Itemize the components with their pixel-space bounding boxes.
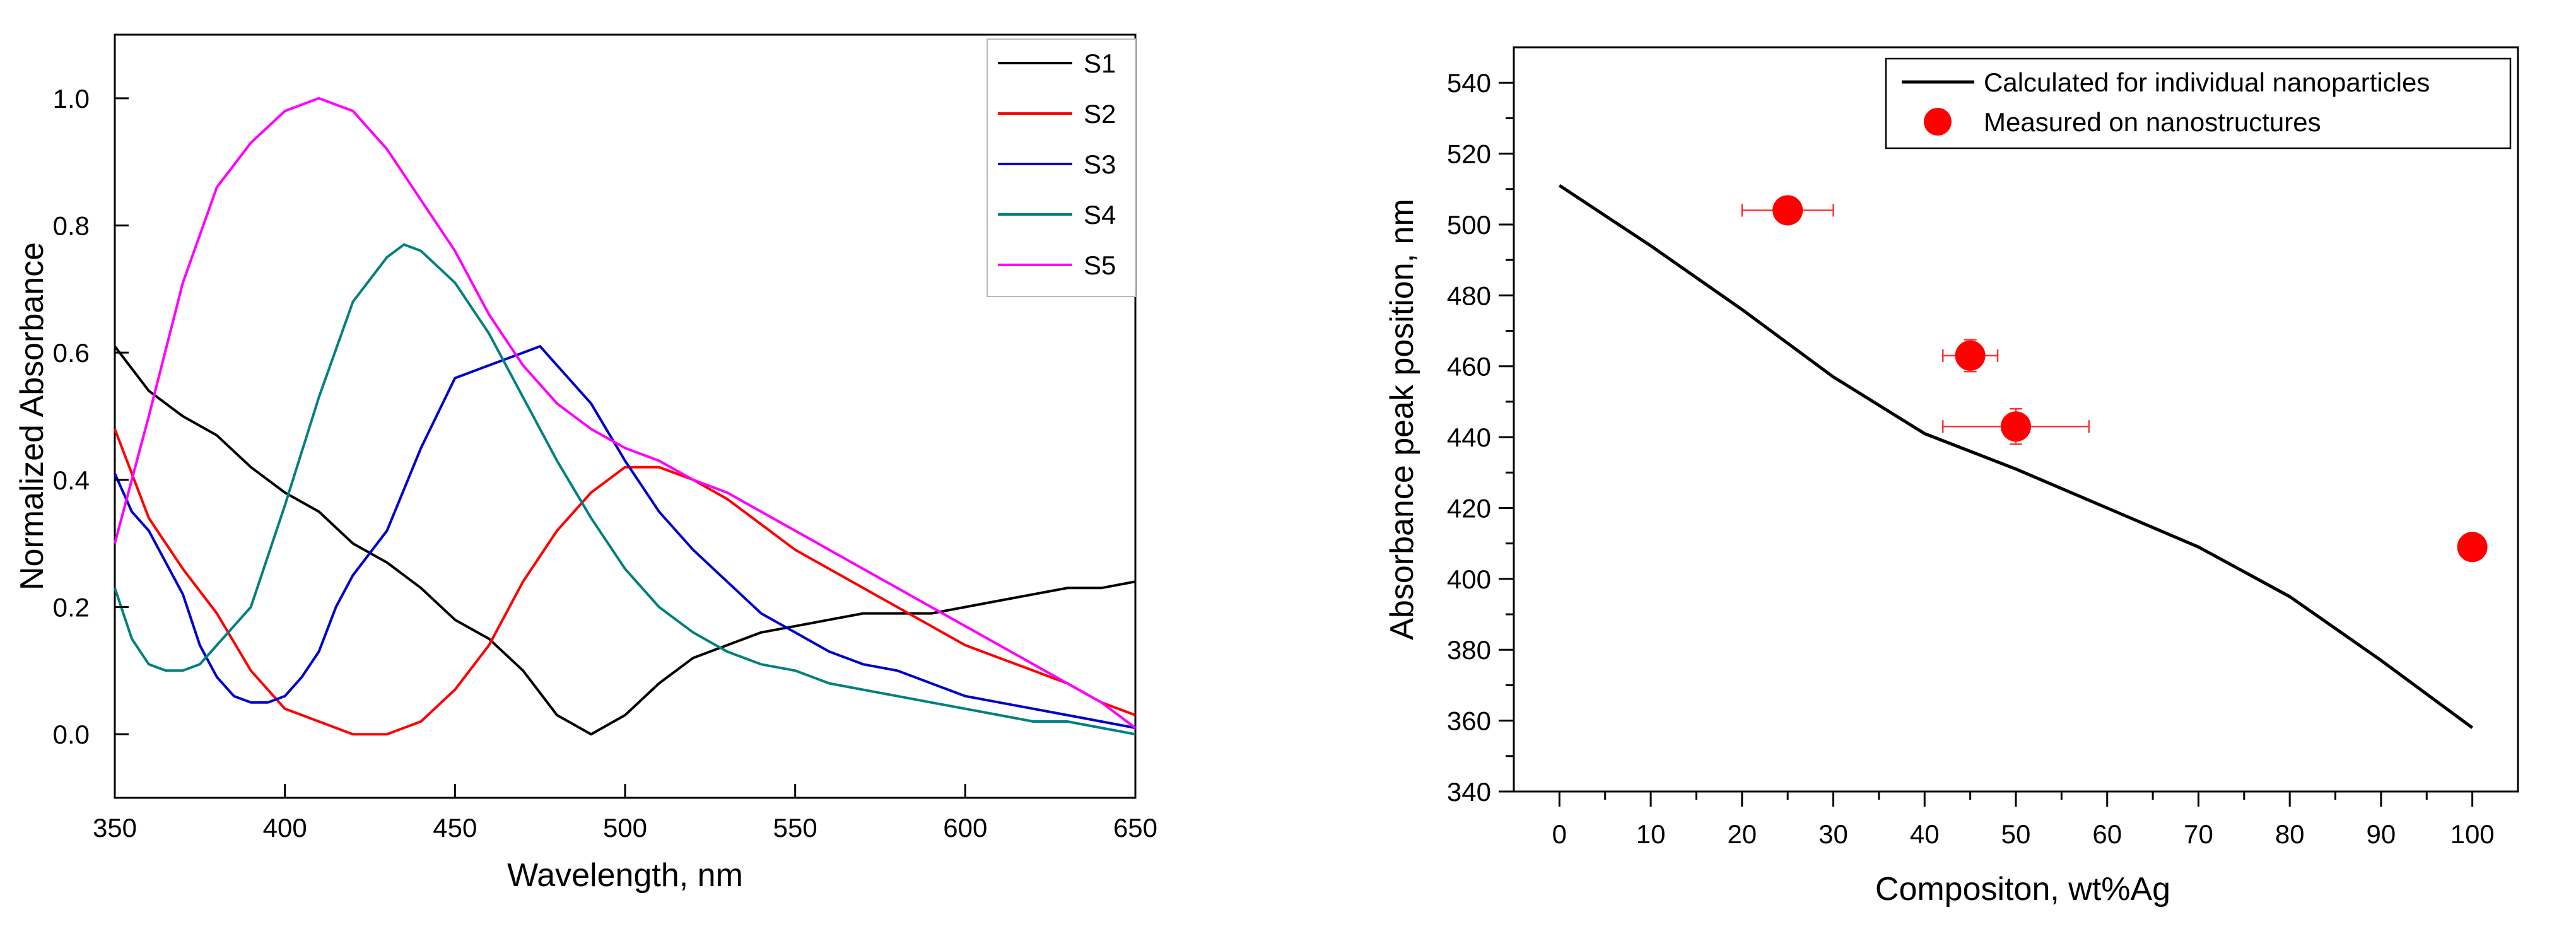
series-line-s4 <box>114 243 1136 736</box>
x-axis: 350 400 450 500 550 600 650 <box>93 784 1157 843</box>
x-tick-label: 0 <box>1552 819 1567 849</box>
legend-label-measured: Measured on nanostructures <box>1984 107 2321 137</box>
legend-label-s5: S5 <box>1084 250 1116 280</box>
x-tick-label: 550 <box>773 813 817 843</box>
legend-label-s3: S3 <box>1084 149 1116 179</box>
y-tick-label: 480 <box>1447 281 1491 310</box>
x-tick-label: 80 <box>2275 819 2305 849</box>
y-tick-label: 1.0 <box>53 84 90 114</box>
y-tick-label: 400 <box>1447 564 1491 594</box>
x-tick-label: 450 <box>433 813 477 843</box>
x-tick-label: 70 <box>2184 819 2213 849</box>
x-tick-label: 90 <box>2367 819 2396 849</box>
y-tick-label: 340 <box>1447 777 1491 807</box>
x-tick-label: 100 <box>2450 819 2495 849</box>
y-tick-label: 360 <box>1447 706 1491 736</box>
x-tick-label: 30 <box>1818 819 1848 849</box>
x-tick-label: 40 <box>1910 819 1940 849</box>
y-tick-label: 0.0 <box>53 720 90 749</box>
series-line-s5 <box>114 96 1137 729</box>
y-tick-label: 420 <box>1447 493 1491 523</box>
y-axis: 340 360 380 400 420 440 460 480 500 520 540 <box>1447 68 1514 807</box>
x-axis-label: Compositon, wt%Ag <box>1875 871 2170 908</box>
peak-position-chart: 0 10 20 30 40 50 60 70 80 90 100 340 360 380 400 420 44… <box>1384 46 2519 908</box>
legend-swatch-marker <box>1924 108 1952 136</box>
plot-marks <box>1559 184 2488 729</box>
series-lines <box>114 96 1137 736</box>
x-tick-label: 400 <box>263 813 307 843</box>
legend-label-calculated: Calculated for individual nanoparticles <box>1984 67 2430 97</box>
x-axis: 0 10 20 30 40 50 60 70 80 90 100 <box>1552 792 2495 849</box>
measured-point <box>2457 532 2488 563</box>
legend-label-s2: S2 <box>1084 99 1116 129</box>
plot-area-frame <box>114 33 1137 799</box>
y-axis: 0.0 0.2 0.4 0.6 0.8 1.0 <box>53 84 129 749</box>
legend-label-s1: S1 <box>1084 49 1116 78</box>
y-tick-label: 460 <box>1447 352 1491 382</box>
x-tick-label: 20 <box>1727 819 1757 849</box>
y-tick-label: 0.6 <box>53 338 90 368</box>
legend-box <box>1885 57 2512 149</box>
series-line-s1 <box>114 345 1136 736</box>
absorbance-spectra-chart: 350 400 450 500 550 600 650 0.0 0.2 0.4 0.6 0.8 1.0… <box>14 33 1157 894</box>
x-tick-label: 350 <box>93 813 137 843</box>
y-tick-label: 440 <box>1447 423 1491 452</box>
x-tick-label: 10 <box>1636 819 1666 849</box>
legend-box <box>986 38 1136 297</box>
x-tick-label: 500 <box>603 813 647 843</box>
measured-point <box>1772 195 1803 226</box>
legend: S1 S2 S3 S4 S5 <box>986 38 1136 297</box>
series-line-s2 <box>114 428 1136 736</box>
measured-point <box>2001 411 2031 442</box>
x-axis-label: Wavelength, nm <box>507 857 743 894</box>
x-tick-label: 60 <box>2092 819 2122 849</box>
y-tick-label: 0.2 <box>53 593 90 622</box>
calculated-line <box>1559 184 2474 729</box>
y-tick-label: 500 <box>1447 210 1491 240</box>
series-line-s3 <box>114 345 1136 730</box>
y-tick-label: 0.8 <box>53 211 90 241</box>
y-tick-label: 380 <box>1447 635 1491 665</box>
y-axis-label: Absorbance peak position, nm <box>1384 199 1420 640</box>
x-tick-label: 50 <box>2001 819 2031 849</box>
x-tick-label: 600 <box>943 813 987 843</box>
y-tick-label: 540 <box>1447 68 1491 98</box>
legend: Calculated for individual nanoparticles M… <box>1885 57 2512 149</box>
legend-label-s4: S4 <box>1084 200 1116 230</box>
y-tick-label: 0.4 <box>53 465 90 495</box>
x-tick-label: 650 <box>1113 813 1157 843</box>
y-axis-label: Normalized Absorbance <box>14 242 50 590</box>
y-tick-label: 520 <box>1447 139 1491 169</box>
measured-point <box>1955 340 1986 371</box>
